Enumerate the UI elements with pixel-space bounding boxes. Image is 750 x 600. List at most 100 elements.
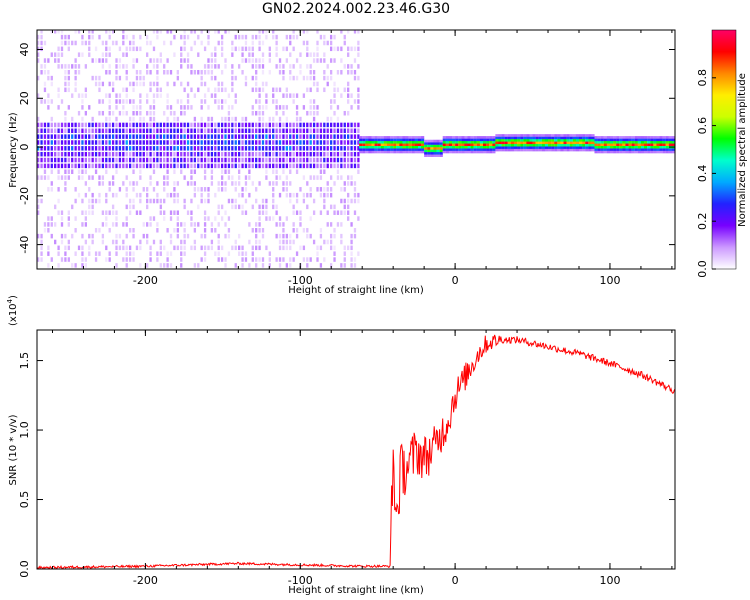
spectrogram-cell (295, 151, 299, 157)
spectrogram-cell (176, 116, 179, 122)
spectrogram-cell (244, 175, 248, 180)
spectrogram-cell (411, 150, 415, 154)
spectrogram-cell (135, 151, 139, 157)
spectrogram-cell (248, 122, 251, 128)
spectrogram-cell (149, 140, 152, 145)
spectrogram-cell (343, 122, 346, 128)
spectrogram-cell (520, 136, 524, 140)
spectrogram-cell (183, 46, 186, 52)
spectrogram-cell (238, 181, 241, 186)
spectrogram-cell (152, 187, 156, 192)
spectrogram-cell (261, 64, 265, 69)
spectrogram-cell (149, 105, 152, 110)
spectrogram-cell (47, 151, 50, 157)
spectrogram-cell (115, 40, 118, 46)
spectrogram-cell (91, 192, 94, 198)
spectrogram-cell (289, 69, 292, 75)
spectrogram-cell (197, 34, 200, 40)
spectrogram-cell (47, 140, 50, 145)
spectrogram-cell (40, 157, 43, 163)
spectrogram-cell (637, 145, 642, 149)
spectrogram-cell (312, 239, 316, 245)
spectrogram-cell (295, 58, 299, 63)
spectrogram-cell (319, 245, 323, 251)
spectrogram-cell (244, 128, 248, 134)
spectrogram-cell (128, 134, 132, 139)
spectrogram-cell (439, 142, 443, 145)
spectrogram-cell (544, 148, 549, 152)
spectrogram-cell (88, 251, 91, 256)
spectrogram-cell (125, 140, 128, 145)
spectrogram-cell (275, 157, 278, 163)
spectrogram-cell (268, 157, 271, 163)
y-tick-label: 20 (18, 91, 31, 105)
spectrogram-cell (214, 122, 217, 128)
spectrogram-cell (458, 136, 462, 139)
spectrogram-cell (255, 87, 258, 93)
spectrogram-cell (309, 146, 312, 151)
spectrogram-cell (207, 69, 210, 75)
spectrogram-cell (336, 116, 340, 122)
spectrogram-cell (81, 222, 84, 227)
spectrogram-cell (326, 181, 329, 186)
spectrogram-cell (186, 210, 190, 215)
spectrogram-cell (340, 157, 343, 163)
colorbar-tick-label: 0.4 (696, 165, 709, 183)
spectrogram-cell (115, 128, 118, 134)
spectrogram-cell (43, 87, 47, 93)
spectrogram-cell (295, 198, 299, 204)
spectrogram-cell (98, 228, 101, 233)
spectrogram-cell (146, 222, 149, 227)
spectrogram-cell (285, 245, 288, 251)
spectrogram-cell (340, 175, 343, 180)
spectrogram-cell (238, 175, 241, 180)
spectrogram-cell (492, 150, 496, 154)
spectrogram-cell (265, 140, 268, 145)
spectrogram-cell (258, 40, 261, 46)
spectrogram-cell (135, 157, 139, 163)
spectrogram-cell (588, 146, 592, 149)
spectrogram-cell (575, 134, 580, 137)
spectrogram-cell (43, 99, 47, 104)
spectrogram-cell (227, 146, 231, 151)
spectrogram-cell (268, 146, 271, 151)
spectrogram-cell (60, 134, 64, 139)
spectrogram-cell (64, 169, 67, 174)
spectrogram-cell (37, 204, 40, 210)
spectrogram-cell (71, 93, 74, 98)
spectrogram-cell (551, 148, 555, 152)
spectrogram-cell (575, 146, 580, 149)
spectrogram-cell (486, 140, 490, 144)
spectrogram-cell (244, 81, 248, 87)
spectrogram-cell (47, 93, 50, 98)
spectrogram-cell (299, 210, 302, 215)
spectrogram-cell (350, 222, 353, 227)
spectrogram-cell (81, 140, 84, 145)
spectrogram-cell (255, 245, 258, 251)
spectrogram-cell (613, 145, 617, 149)
spectrogram-cell (309, 87, 312, 93)
spectrogram-cell (135, 181, 139, 186)
spectrogram-cell (77, 122, 81, 128)
spectrogram-cell (650, 138, 654, 142)
spectrogram-cell (200, 122, 203, 128)
spectrogram-cell (146, 40, 149, 46)
spectrogram-cell (302, 151, 306, 157)
spectrogram-cell (57, 187, 60, 192)
spectrogram-cell (71, 140, 74, 145)
spectrogram-cell (467, 148, 471, 151)
spectrogram-cell (278, 163, 282, 169)
spectrogram-cell (169, 146, 173, 151)
spectrogram-cell (57, 245, 60, 251)
spectrogram-cell (139, 192, 142, 198)
spectrogram-cell (374, 148, 378, 151)
spectrogram-cell (292, 163, 295, 169)
spectrogram-cell (142, 157, 145, 163)
spectrogram-cell (656, 140, 660, 144)
spectrogram-cell (139, 75, 142, 81)
spectrogram-cell (333, 151, 336, 157)
spectrogram-cell (244, 198, 248, 204)
spectrogram-cell (84, 93, 87, 98)
spectrogram-cell (560, 139, 564, 142)
spectrogram-cell (414, 143, 419, 147)
